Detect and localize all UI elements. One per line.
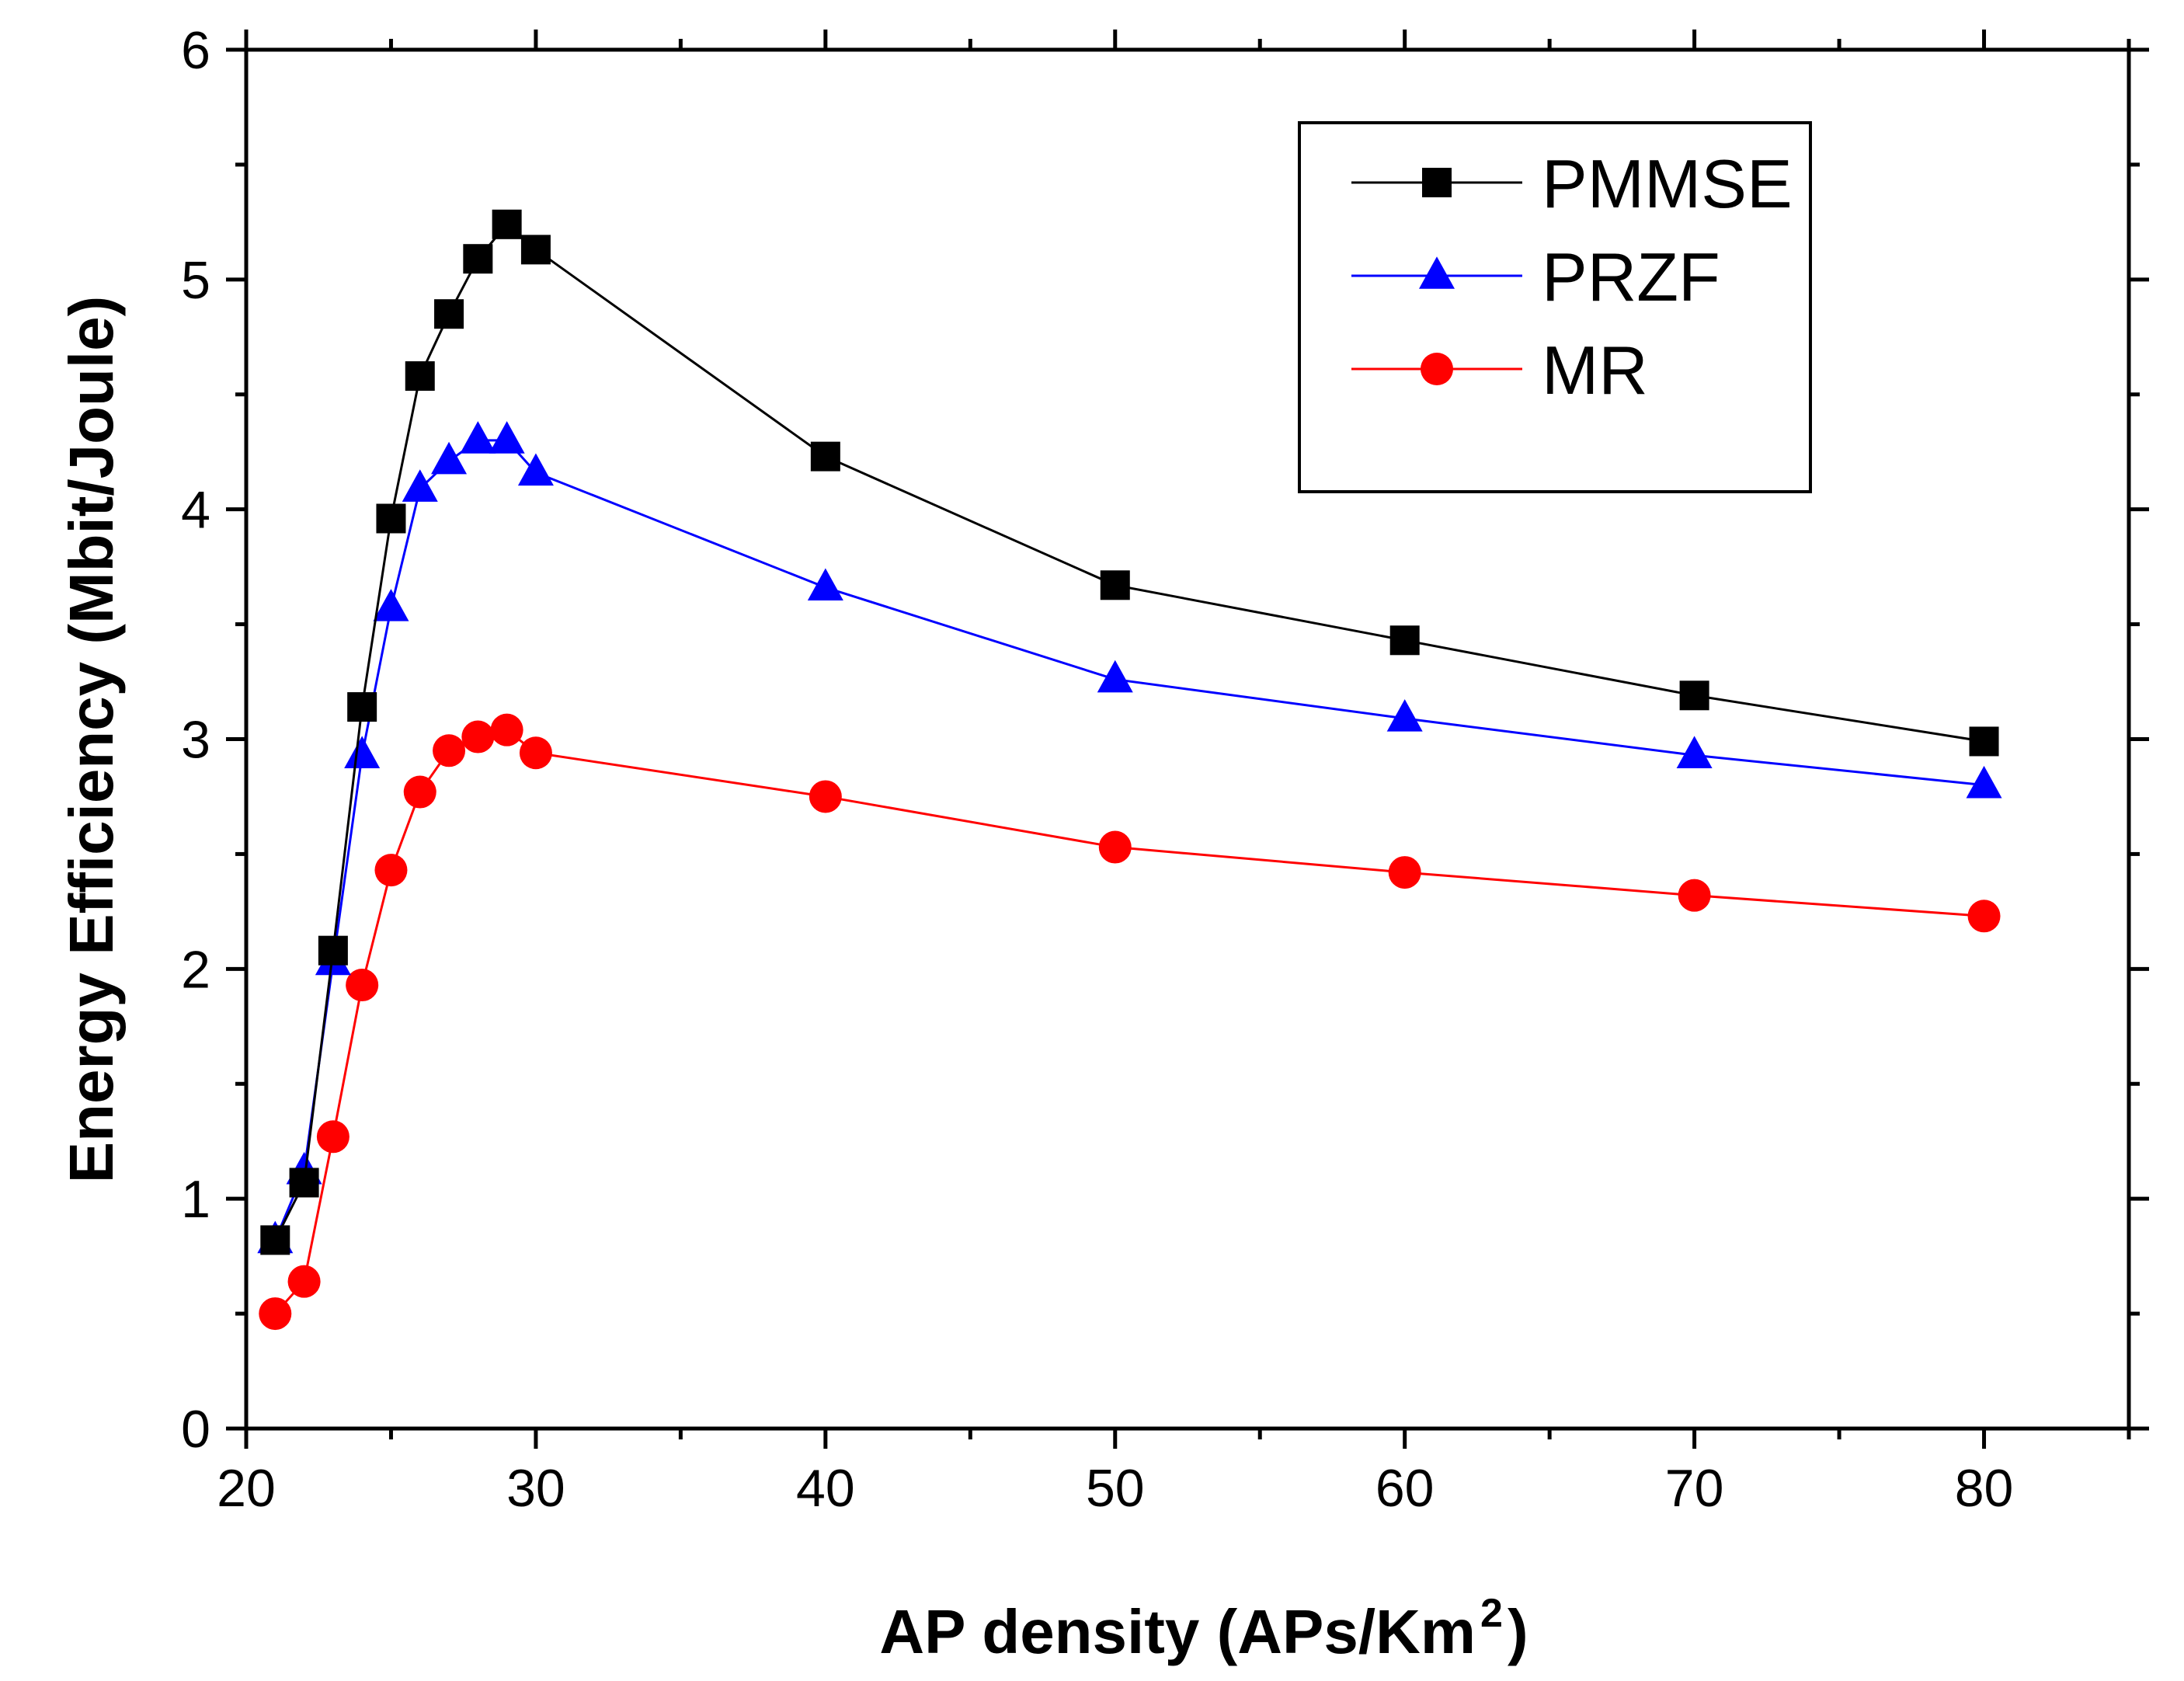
data-point-pmmse: [376, 503, 406, 534]
data-point-przf: [1097, 660, 1133, 693]
data-point-mr: [374, 854, 408, 887]
data-point-przf: [344, 736, 381, 769]
series-pmmse: [260, 209, 1999, 1255]
data-point-przf: [1676, 736, 1713, 769]
data-point-przf: [1966, 765, 2002, 799]
data-point-mr: [1388, 856, 1421, 889]
x-axis-title-main: AP density (APs/Km: [879, 1597, 1476, 1666]
data-point-mr: [1098, 830, 1132, 864]
data-point-pmmse: [434, 299, 464, 329]
data-point-przf: [807, 568, 843, 601]
data-point-przf: [373, 589, 409, 621]
series-layer: [257, 209, 2002, 1331]
data-point-pmmse: [260, 1225, 290, 1255]
legend: PMMSE PRZF MR: [1298, 121, 1812, 493]
data-point-pmmse: [520, 235, 551, 265]
data-point-przf: [489, 421, 525, 454]
data-point-pmmse: [347, 692, 377, 722]
x-axis-title: AP density (APs/Km 2): [879, 1591, 1528, 1666]
series-przf: [257, 421, 2002, 1254]
legend-marker-circle: [1421, 353, 1453, 385]
data-point-pmmse: [405, 361, 435, 392]
data-point-pmmse: [1969, 726, 1999, 757]
data-point-mr: [287, 1265, 321, 1298]
series-mr: [259, 713, 2001, 1331]
data-point-mr: [490, 713, 523, 747]
axis-ticks: 20 30 40 50 60 70 80 0 1 2 3 4 5 6: [181, 21, 2149, 1518]
data-point-mr: [316, 1120, 350, 1154]
data-point-pmmse: [492, 209, 522, 239]
data-point-mr: [809, 780, 842, 813]
y-tick-label: 4: [181, 481, 210, 540]
y-tick-label: 2: [181, 940, 210, 999]
data-point-mr: [433, 734, 466, 767]
data-point-pmmse: [1389, 625, 1420, 656]
series-line-mr: [274, 729, 1984, 1315]
legend-entry-pmmse: PMMSE: [1351, 145, 1793, 222]
legend-label: PMMSE: [1542, 145, 1793, 222]
data-point-mr: [519, 736, 552, 770]
data-point-przf: [517, 453, 554, 486]
x-tick-label: 50: [1086, 1459, 1145, 1518]
x-tick-label: 40: [796, 1459, 855, 1518]
data-point-pmmse: [1100, 570, 1130, 600]
data-point-pmmse: [463, 244, 493, 274]
x-axis-title-superscript: 2: [1480, 1591, 1503, 1636]
data-point-pmmse: [289, 1168, 319, 1198]
legend-label: PRZF: [1542, 238, 1720, 315]
legend-entry-przf: PRZF: [1351, 238, 1720, 315]
x-tick-label: 70: [1665, 1459, 1724, 1518]
x-tick-label: 80: [1955, 1459, 2014, 1518]
x-tick-label: 60: [1375, 1459, 1435, 1518]
data-point-przf: [431, 441, 468, 475]
legend-marker-square: [1422, 168, 1452, 197]
y-tick-label: 6: [181, 21, 210, 80]
legend-entry-mr: MR: [1351, 332, 1648, 409]
x-tick-label: 20: [217, 1459, 276, 1518]
data-point-mr: [346, 969, 379, 1002]
data-point-pmmse: [318, 935, 348, 966]
data-point-mr: [1678, 879, 1711, 912]
data-point-przf: [460, 421, 496, 454]
y-tick-label: 3: [181, 711, 210, 770]
data-point-pmmse: [810, 441, 840, 472]
y-tick-label: 5: [181, 251, 210, 310]
data-point-przf: [402, 469, 438, 502]
data-point-pmmse: [1679, 680, 1709, 711]
data-point-przf: [1386, 699, 1423, 732]
y-axis-title: Energy Efficiency (Mbit/Joule): [57, 296, 126, 1183]
legend-marker-triangle: [1419, 256, 1455, 289]
y-tick-label: 1: [181, 1170, 210, 1229]
legend-box: [1298, 121, 1812, 493]
x-axis-title-close: ): [1508, 1597, 1528, 1666]
data-point-mr: [259, 1297, 292, 1331]
x-tick-label: 30: [506, 1459, 565, 1518]
data-point-mr: [1967, 900, 2001, 933]
data-point-mr: [403, 775, 436, 809]
data-point-mr: [461, 720, 495, 753]
legend-label: MR: [1542, 332, 1648, 409]
y-tick-label: 0: [181, 1400, 210, 1459]
